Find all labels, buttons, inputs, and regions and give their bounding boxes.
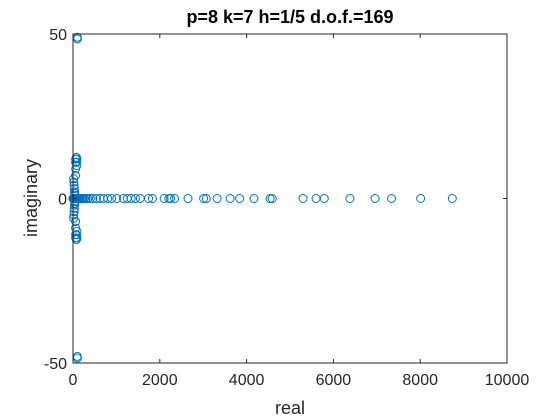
x-tick-label: 2000 [142,372,178,389]
y-axis-ticks: -50 0 50 [44,27,507,373]
data-point [69,210,79,220]
y-tick-label: 0 [58,192,67,209]
data-point [199,194,209,203]
data-point [311,194,321,203]
data-point [95,194,105,203]
x-tick-label: 4000 [229,372,265,389]
data-point [85,194,95,203]
chart-title: p=8 k=7 h=1/5 d.o.f.=169 [186,7,393,27]
x-axis-ticks: 0 2000 4000 6000 8000 10000 [69,34,530,389]
data-point [70,198,80,208]
data-point [447,194,457,203]
data-point [88,194,98,203]
data-point [71,235,81,245]
x-tick-label: 0 [69,372,78,389]
data-point [170,194,180,203]
data-point [387,194,397,203]
data-point [71,217,81,227]
data-point [164,194,174,203]
plot-area [73,34,507,363]
data-point [71,230,81,240]
data-point [69,184,79,194]
data-point [370,194,380,203]
data-point [345,194,355,203]
data-point [69,177,79,187]
data-point [69,203,79,213]
data-point [112,194,122,203]
data-point [298,194,308,203]
data-point [249,194,259,203]
data-point [267,194,277,203]
x-axis-label: real [275,398,305,418]
data-point [98,194,108,203]
data-point [212,194,222,203]
y-tick-label: 50 [49,27,67,44]
data-point [183,194,193,203]
data-point [159,194,169,203]
data-point [201,194,211,203]
x-tick-label: 8000 [402,372,438,389]
x-tick-label: 10000 [485,372,530,389]
data-point [118,194,128,203]
y-axis-label: imaginary [21,159,41,237]
data-point [71,170,81,180]
data-point [147,194,157,203]
data-point [71,152,81,162]
x-tick-label: 6000 [316,372,352,389]
y-tick-label: -50 [44,356,67,373]
data-point [122,194,132,203]
data-point [70,189,80,199]
data-point [135,194,145,203]
data-point [225,194,235,203]
data-point [235,194,245,203]
data-point [265,194,275,203]
data-point [91,194,101,203]
data-point [416,194,426,203]
data-point [71,157,81,167]
